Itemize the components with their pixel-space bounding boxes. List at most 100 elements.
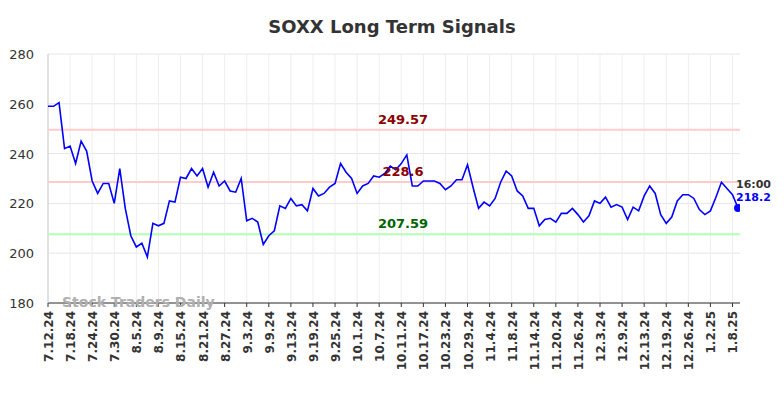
grid-line bbox=[335, 54, 336, 303]
x-tick-label: 12.19.24 bbox=[660, 311, 674, 370]
x-tick-label: 7.12.24 bbox=[42, 311, 56, 362]
x-tick-label: 8.5.24 bbox=[130, 311, 144, 354]
x-tick-label: 9.9.24 bbox=[263, 311, 277, 354]
x-tick bbox=[666, 303, 667, 307]
watermark: Stock Traders Daily bbox=[62, 294, 215, 310]
x-tick bbox=[600, 303, 601, 307]
grid-line bbox=[577, 54, 578, 303]
signal-line bbox=[48, 129, 740, 131]
x-tick bbox=[489, 303, 490, 307]
x-tick bbox=[290, 303, 291, 307]
grid-line bbox=[224, 54, 225, 303]
x-tick-label: 11.20.24 bbox=[550, 311, 564, 370]
x-tick-label: 7.24.24 bbox=[86, 311, 100, 362]
grid-line bbox=[70, 54, 71, 303]
grid-line bbox=[48, 54, 740, 55]
grid-line bbox=[445, 54, 446, 303]
grid-line bbox=[158, 54, 159, 303]
x-tick-label: 10.17.24 bbox=[417, 311, 431, 370]
grid-line bbox=[622, 54, 623, 303]
grid-line bbox=[48, 153, 740, 154]
x-tick-label: 8.15.24 bbox=[174, 311, 188, 362]
x-tick-label: 11.4.24 bbox=[484, 311, 498, 362]
grid-line bbox=[379, 54, 380, 303]
signal-label: 207.59 bbox=[378, 216, 428, 231]
y-tick-label: 220 bbox=[9, 196, 34, 211]
y-tick-label: 280 bbox=[9, 47, 34, 62]
x-tick bbox=[732, 303, 733, 307]
x-tick-label: 7.18.24 bbox=[64, 311, 78, 362]
grid-line bbox=[246, 54, 247, 303]
x-tick-label: 1.8.25 bbox=[726, 311, 740, 354]
last-value-label: 218.2 bbox=[736, 191, 771, 204]
x-tick bbox=[379, 303, 380, 307]
chart: SOXX Long Term Signals180200220240260280… bbox=[0, 0, 784, 398]
grid-line bbox=[114, 54, 115, 303]
x-tick bbox=[423, 303, 424, 307]
x-tick bbox=[268, 303, 269, 307]
x-tick-label: 12.26.24 bbox=[682, 311, 696, 370]
x-tick bbox=[467, 303, 468, 307]
x-tick-label: 11.8.24 bbox=[506, 311, 520, 362]
x-tick bbox=[401, 303, 402, 307]
x-tick bbox=[312, 303, 313, 307]
x-tick-label: 9.3.24 bbox=[241, 311, 255, 354]
x-tick bbox=[710, 303, 711, 307]
grid-line bbox=[312, 54, 313, 303]
price-line bbox=[48, 103, 738, 257]
x-tick-label: 10.7.24 bbox=[373, 311, 387, 362]
x-tick bbox=[577, 303, 578, 307]
signal-line bbox=[48, 181, 740, 183]
grid-line bbox=[555, 54, 556, 303]
grid-line bbox=[48, 103, 740, 104]
y-tick-label: 260 bbox=[9, 97, 34, 112]
x-tick-label: 10.29.24 bbox=[462, 311, 476, 370]
grid-line bbox=[290, 54, 291, 303]
grid-line bbox=[732, 54, 733, 303]
x-tick-label: 9.13.24 bbox=[285, 311, 299, 362]
x-tick bbox=[224, 303, 225, 307]
grid-line bbox=[202, 54, 203, 303]
x-tick bbox=[644, 303, 645, 307]
grid-line bbox=[136, 54, 137, 303]
x-tick-label: 12.9.24 bbox=[616, 311, 630, 362]
grid-line bbox=[600, 54, 601, 303]
last-time-label: 16:00 bbox=[736, 178, 771, 191]
x-tick bbox=[622, 303, 623, 307]
title: SOXX Long Term Signals bbox=[268, 16, 515, 37]
grid-line bbox=[467, 54, 468, 303]
grid-line bbox=[644, 54, 645, 303]
grid-line bbox=[533, 54, 534, 303]
signal-label: 228.6 bbox=[382, 164, 423, 179]
x-tick-label: 8.21.24 bbox=[197, 311, 211, 362]
grid-line bbox=[666, 54, 667, 303]
y-axis bbox=[48, 54, 49, 303]
x-tick-label: 8.27.24 bbox=[219, 311, 233, 362]
x-tick-label: 9.19.24 bbox=[307, 311, 321, 362]
grid-line bbox=[489, 54, 490, 303]
y-tick-label: 240 bbox=[9, 147, 34, 162]
grid-line bbox=[710, 54, 711, 303]
y-tick-label: 180 bbox=[9, 296, 34, 311]
x-tick-label: 12.13.24 bbox=[638, 311, 652, 370]
grid-line bbox=[268, 54, 269, 303]
x-tick bbox=[48, 303, 49, 307]
x-tick bbox=[335, 303, 336, 307]
x-tick-label: 1.2.25 bbox=[704, 311, 718, 354]
x-tick-label: 12.3.24 bbox=[594, 311, 608, 362]
x-tick-label: 8.9.24 bbox=[152, 311, 166, 354]
grid-line bbox=[48, 203, 740, 204]
x-tick-label: 10.23.24 bbox=[439, 311, 453, 370]
grid-line bbox=[688, 54, 689, 303]
x-tick-label: 10.11.24 bbox=[395, 311, 409, 370]
x-tick-label: 11.14.24 bbox=[528, 311, 542, 370]
plot-area bbox=[48, 103, 740, 257]
x-tick bbox=[511, 303, 512, 307]
grid-line bbox=[357, 54, 358, 303]
x-tick-label: 10.1.24 bbox=[351, 311, 365, 362]
x-tick bbox=[555, 303, 556, 307]
x-tick-label: 11.26.24 bbox=[572, 311, 586, 370]
x-tick bbox=[533, 303, 534, 307]
grid-line bbox=[48, 253, 740, 254]
x-tick bbox=[246, 303, 247, 307]
